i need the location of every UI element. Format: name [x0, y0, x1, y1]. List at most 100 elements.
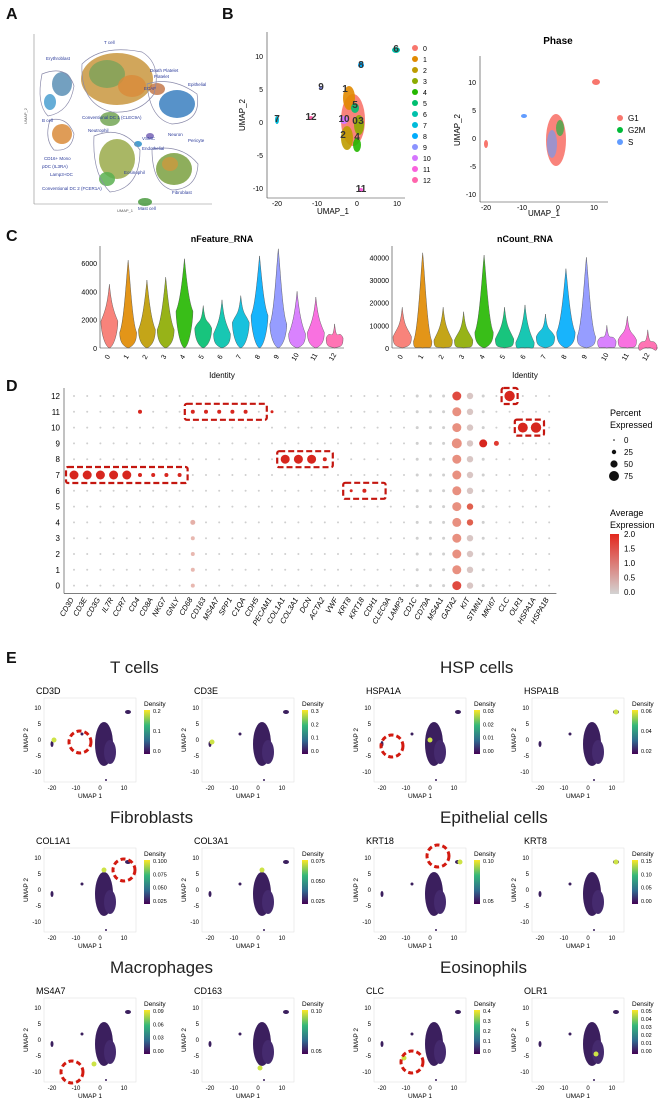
dot: [284, 442, 287, 445]
dot: [376, 410, 379, 413]
dot: [350, 395, 353, 397]
violin-ytick: 6000: [81, 261, 97, 268]
density-xtick: -20: [536, 1086, 545, 1092]
panel-letter-d: D: [6, 378, 18, 395]
dot: [297, 474, 300, 476]
dot: [297, 584, 300, 587]
b1-ytick: 10: [255, 54, 263, 61]
density-colorbar-tick: 0.2: [483, 1029, 491, 1035]
density-xtick: 0: [586, 936, 590, 942]
pct-legend-title-line2: Expressed: [610, 420, 653, 430]
dot: [165, 521, 168, 524]
dot: [495, 521, 498, 524]
dot: [548, 521, 551, 524]
dot: [548, 442, 551, 445]
density-colorbar-tick: 0.06: [153, 1022, 164, 1028]
violin-xtick: 5: [198, 354, 206, 361]
density-cells-bottom: [263, 779, 265, 781]
dot: [403, 505, 405, 508]
b1-legend-dot: [412, 166, 418, 172]
dot: [428, 441, 432, 445]
violin-shape: [433, 307, 453, 349]
highlight-box: [500, 386, 519, 406]
density-highlight: [257, 1065, 263, 1071]
dot: [376, 489, 379, 492]
dot: [521, 474, 524, 476]
dot: [218, 426, 221, 429]
density-ytick: 5: [196, 1022, 200, 1028]
dot: [112, 568, 115, 571]
density-colorbar-tick: 0.00: [153, 1049, 164, 1055]
dot: [521, 395, 524, 397]
density-ylabel: UMAP 2: [353, 878, 360, 902]
violin-shape: [617, 316, 637, 349]
density-ytick: 0: [368, 1038, 372, 1044]
dot: [535, 489, 537, 492]
density-cells-sub: [434, 740, 446, 764]
dot: [297, 505, 300, 508]
dot: [231, 442, 234, 445]
density-colorbar-tick: 0.15: [641, 859, 652, 865]
b1-xtick: -10: [312, 201, 322, 208]
dot: [535, 410, 537, 413]
dot: [535, 537, 537, 540]
dot: [257, 410, 260, 413]
dot: [190, 536, 195, 541]
dot: [271, 489, 273, 492]
density-colorbar-tick: 0.075: [153, 872, 167, 878]
violin-shape: [232, 295, 250, 349]
dot: [190, 583, 195, 588]
violin-shape: [157, 277, 175, 349]
dot: [257, 442, 260, 445]
dot: [271, 395, 273, 397]
a-label-19: Mast cell: [138, 206, 156, 211]
violin-title: nCount_RNA: [497, 234, 553, 244]
b1-legend-label: 5: [423, 101, 427, 108]
dot: [452, 581, 462, 591]
dot: [350, 458, 353, 461]
density-gene-title: COL1A1: [36, 836, 71, 846]
dot: [152, 489, 155, 492]
violin-shape: [175, 258, 194, 349]
dot: [86, 537, 89, 540]
dot: [323, 395, 326, 397]
violin-shape: [515, 304, 535, 349]
density-ytick: 0: [526, 888, 530, 894]
dot: [205, 553, 207, 555]
density-ytick: 10: [192, 1006, 199, 1012]
density-colorbar-tick: 0.01: [483, 736, 494, 742]
dot: [112, 521, 115, 524]
dot: [218, 458, 221, 461]
density-colorbar: [144, 710, 150, 754]
dot: [403, 474, 405, 476]
dot: [389, 489, 392, 492]
dot: [495, 395, 498, 397]
dot: [442, 552, 446, 556]
b1-cluster-label: 2: [340, 130, 346, 141]
violin-xtick: 10: [601, 352, 611, 362]
b1-cluster-label: 5: [352, 100, 358, 111]
density-gene-title: OLR1: [524, 986, 548, 996]
b1-legend-label: 8: [423, 134, 427, 141]
dot: [125, 568, 128, 571]
dot: [218, 395, 221, 397]
density-colorbar-tick: 0.02: [483, 722, 494, 728]
highlight-box: [64, 465, 189, 485]
density-ytick: 10: [522, 856, 529, 862]
dot: [125, 410, 128, 413]
density-colorbar: [474, 860, 480, 904]
b1-legend-label: 2: [423, 68, 427, 75]
dotplot: 0123456789101112CD3DCD3ECD3GIL7RCCR7CD4C…: [51, 386, 655, 627]
violin-xtick: 2: [142, 354, 150, 361]
dot: [73, 521, 75, 524]
dot: [271, 442, 273, 445]
density-colorbar: [632, 710, 638, 754]
dot: [310, 442, 313, 445]
b1-legend-dot: [412, 100, 418, 106]
dot: [205, 568, 207, 571]
density-xtick: 0: [428, 936, 432, 942]
dot: [178, 568, 181, 571]
violin-shape: [213, 299, 231, 349]
density-ytick: 5: [526, 872, 530, 878]
a-label-15: Lamp3+DC: [50, 172, 74, 177]
